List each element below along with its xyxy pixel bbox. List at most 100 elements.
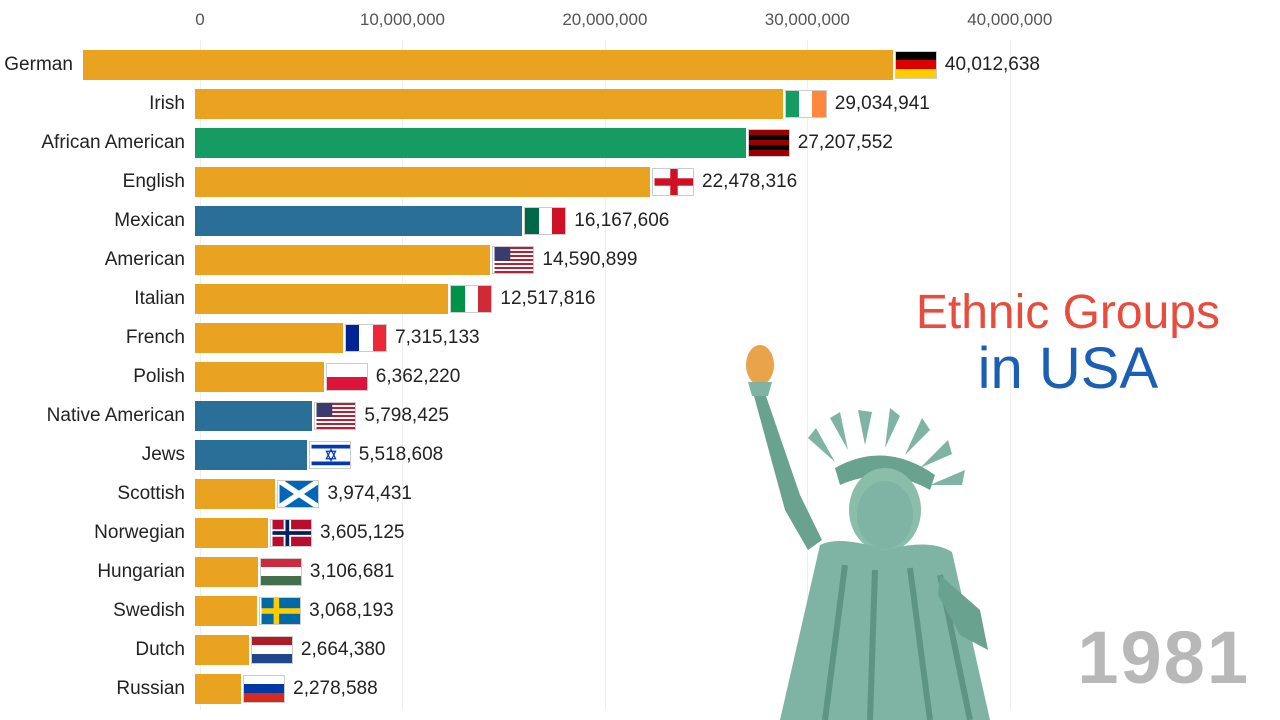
flag-icon [326,363,368,391]
bar [195,674,241,704]
bar-wrap: 40,012,638 [83,50,1040,80]
bar-wrap: 27,207,552 [195,128,893,158]
axis-tick: 40,000,000 [967,10,1052,30]
bar-wrap: 7,315,133 [195,323,480,353]
value-label: 16,167,606 [574,210,669,232]
bar-row: Norwegian 3,605,125 [0,513,1040,552]
bar [195,401,312,431]
bar [195,245,490,275]
bar [195,596,257,626]
bar-row: Scottish3,974,431 [0,474,1040,513]
bar-row: Dutch 2,664,380 [0,630,1040,669]
bar-wrap: 5,798,425 [195,401,449,431]
bar-row: Swedish 3,068,193 [0,591,1040,630]
bar-wrap: 14,590,899 [195,245,637,275]
value-label: 3,068,193 [309,600,394,622]
value-label: 5,798,425 [364,405,449,427]
bar-row: Jews 5,518,608 [0,435,1040,474]
value-label: 29,034,941 [835,93,930,115]
bar [195,557,258,587]
plot-area: German40,012,638Irish29,034,941African A… [0,45,1040,715]
flag-icon [259,597,301,625]
bar [83,50,893,80]
axis-tick: 10,000,000 [360,10,445,30]
row-label: Native American [0,405,195,427]
axis-tick: 0 [195,10,204,30]
row-label: Italian [0,288,195,310]
bar [195,479,275,509]
bar-wrap: 29,034,941 [195,89,930,119]
x-axis: 010,000,00020,000,00030,000,00040,000,00… [200,10,1240,40]
row-label: Mexican [0,210,195,232]
value-label: 40,012,638 [945,54,1040,76]
row-label: Russian [0,678,195,700]
row-label: German [0,54,83,76]
bar [195,440,307,470]
bar-row: English 22,478,316 [0,162,1040,201]
row-label: Hungarian [0,561,195,583]
bar [195,284,448,314]
value-label: 3,605,125 [320,522,405,544]
bar [195,362,324,392]
bar [195,635,249,665]
bar-wrap: 2,278,588 [195,674,378,704]
flag-icon [450,285,492,313]
value-label: 3,106,681 [310,561,395,583]
flag-icon [492,246,534,274]
year-label: 1981 [1077,615,1250,700]
flag-icon [270,519,312,547]
flag-icon [895,51,937,79]
value-label: 14,590,899 [542,249,637,271]
bar-row: German 40,012,638 [0,45,1040,84]
value-label: 5,518,608 [359,444,444,466]
chart-container: 0 10,000,000 20,000,000 30,000,000 40,000,00… [0,0,1280,720]
row-label: Dutch [0,639,195,661]
flag-icon [652,168,694,196]
value-label: 27,207,552 [798,132,893,154]
bar-row: Hungarian 3,106,681 [0,552,1040,591]
bar-row: American14,590,899 [0,240,1040,279]
bar-row: Native American 5,798,425 [0,396,1040,435]
row-label: Polish [0,366,195,388]
flag-icon [277,480,319,508]
row-label: Norwegian [0,522,195,544]
bar-wrap: 3,068,193 [195,596,394,626]
bar-wrap: 6,362,220 [195,362,460,392]
bar-wrap: 3,106,681 [195,557,394,587]
flag-icon [785,90,827,118]
bar-row: Polish 6,362,220 [0,357,1040,396]
bar [195,167,650,197]
bar [195,206,522,236]
value-label: 6,362,220 [376,366,461,388]
row-label: Swedish [0,600,195,622]
bar-wrap: 3,605,125 [195,518,405,548]
axis-tick: 30,000,000 [765,10,850,30]
axis-tick: 20,000,000 [562,10,647,30]
bar-row: Mexican 16,167,606 [0,201,1040,240]
bar-wrap: 22,478,316 [195,167,797,197]
value-label: 12,517,816 [500,288,595,310]
row-label: Jews [0,444,195,466]
row-label: English [0,171,195,193]
bar-wrap: 3,974,431 [195,479,412,509]
row-label: Irish [0,93,195,115]
row-label: French [0,327,195,349]
value-label: 2,278,588 [293,678,378,700]
bar [195,128,746,158]
bar-row: Italian 12,517,816 [0,279,1040,318]
flag-icon [243,675,285,703]
value-label: 7,315,133 [395,327,480,349]
flag-icon [309,441,351,469]
bar [195,89,783,119]
value-label: 22,478,316 [702,171,797,193]
bar-wrap: 12,517,816 [195,284,596,314]
flag-icon [748,129,790,157]
bar-wrap: 16,167,606 [195,206,669,236]
flag-icon [314,402,356,430]
bar-wrap: 5,518,608 [195,440,443,470]
bar-row: French 7,315,133 [0,318,1040,357]
flag-icon [524,207,566,235]
bar-row: Russian 2,278,588 [0,669,1040,708]
value-label: 2,664,380 [301,639,386,661]
bar [195,518,268,548]
